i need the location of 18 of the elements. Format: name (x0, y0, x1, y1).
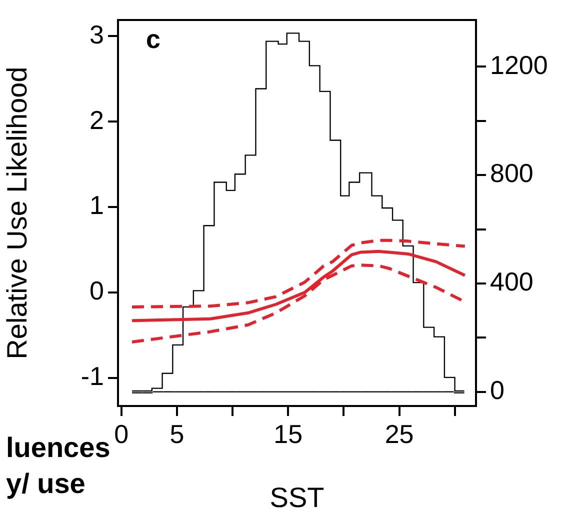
y2-tick-label: 3 (90, 19, 104, 50)
y2-tick-label: 1 (90, 190, 104, 220)
text: y/ use (6, 468, 86, 500)
text: luences (6, 432, 110, 464)
y2-tick-label: 2 (90, 104, 104, 135)
y2-axis-title: Relative Use Likelihood (2, 66, 33, 360)
y-tick-label: 0 (490, 375, 504, 406)
y2-tick-label: 0 (90, 276, 104, 306)
x-tick-label: 15 (274, 418, 303, 449)
x-tick-label: 0 (114, 418, 129, 449)
y2-tick-label: -1 (80, 360, 104, 391)
x-axis-title: SST (270, 482, 324, 513)
y-tick-label: 400 (490, 266, 534, 297)
x-tick-label: 25 (384, 418, 414, 449)
y-tick-label: 800 (490, 158, 534, 188)
x-tick-label: 5 (170, 418, 184, 449)
y-tick-label: 1200 (490, 50, 548, 80)
annotation: c (146, 24, 160, 55)
